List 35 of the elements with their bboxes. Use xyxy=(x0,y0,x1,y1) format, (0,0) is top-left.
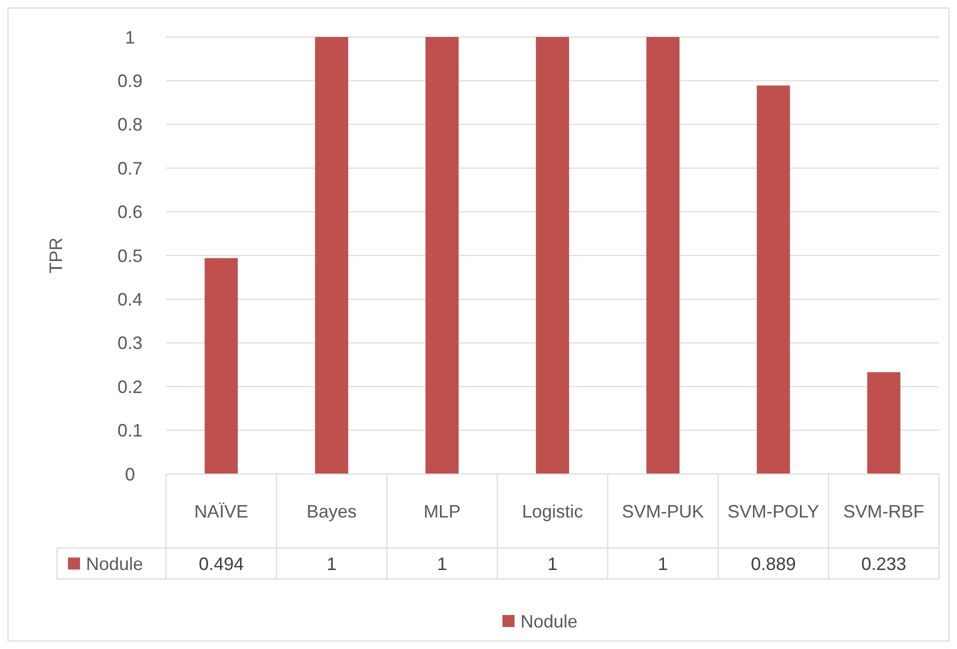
y-tick-label: 1 xyxy=(124,27,136,48)
x-tick-label: SVM-RBF xyxy=(843,501,924,522)
data-label: 1 xyxy=(326,554,337,574)
y-tick-label: 0.9 xyxy=(117,71,143,91)
y-tick-label: 0.5 xyxy=(117,246,143,266)
legend-label: Nodule xyxy=(86,554,144,574)
y-tick-label: 0.8 xyxy=(117,114,143,135)
data-label: 0.494 xyxy=(198,554,244,574)
y-tick-label: 0.2 xyxy=(117,376,143,397)
x-tick-label: Logistic xyxy=(522,501,584,522)
bar xyxy=(867,372,900,474)
y-tick-label: 0.3 xyxy=(117,333,143,354)
y-tick-label: 0.7 xyxy=(117,158,143,178)
y-tick-label: 0.4 xyxy=(117,290,143,310)
bar xyxy=(536,37,570,474)
y-axis-title: TPR xyxy=(46,238,66,274)
x-tick-label: SVM-POLY xyxy=(728,501,820,522)
x-tick-label: SVM-PUK xyxy=(622,501,704,522)
x-tick-label: Bayes xyxy=(306,501,357,522)
data-label: 0.889 xyxy=(750,554,796,574)
data-label: 1 xyxy=(547,554,558,574)
x-tick-label: NAÏVE xyxy=(194,501,248,522)
data-label: 1 xyxy=(658,554,668,574)
data-label: 1 xyxy=(437,554,448,574)
y-tick-label: 0 xyxy=(124,464,136,484)
bar xyxy=(315,37,348,474)
data-label: 0.233 xyxy=(861,554,906,574)
x-tick-label: MLP xyxy=(424,501,461,522)
bar xyxy=(204,258,238,474)
bar xyxy=(426,37,459,474)
bar xyxy=(646,37,680,474)
bar xyxy=(756,86,790,474)
y-tick-label: 0.1 xyxy=(117,420,143,441)
text: Nodule xyxy=(520,611,578,632)
y-tick-label: 0.6 xyxy=(117,202,143,222)
